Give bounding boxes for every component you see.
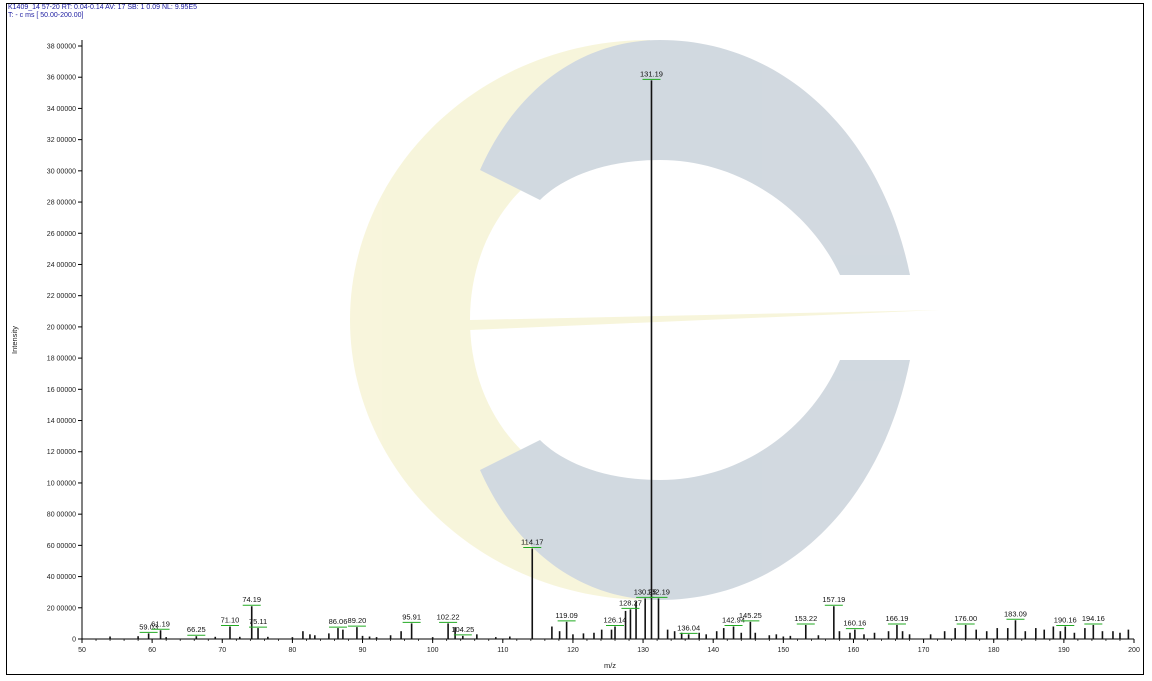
y-tick-label: 20 00000 [47,605,76,612]
y-tick-label: 80 00000 [47,512,76,519]
peak-label: 153.22 [794,614,817,623]
peak-label: 130.25 [634,587,657,596]
spectrum-peaks [109,80,1130,639]
peak-label: 132.19 [647,587,670,596]
y-tick-label: 36 00000 [47,75,76,82]
y-tick-label: 20 00000 [47,324,76,331]
peak-label: 136.04 [677,623,700,632]
x-tick-label: 150 [777,647,789,654]
x-tick-label: 180 [988,647,1000,654]
peak-label: 119.09 [555,611,577,620]
scan-header-line1: K1409_14 57-20 RT: 0.04-0.14 AV: 17 SB: … [8,4,198,11]
x-tick-label: 140 [707,647,719,654]
y-tick-label: 34 00000 [47,106,76,113]
y-tick-label: 22 00000 [47,293,76,300]
x-tick-label: 90 [359,647,367,654]
y-tick-label: 30 00000 [47,168,76,175]
y-tick-label: 12 00000 [47,449,76,456]
x-tick-label: 110 [497,647,508,654]
peak-label: 71.10 [221,616,240,625]
peak-label: 86.06 [329,617,348,626]
y-tick-label: 26 00000 [47,231,76,238]
y-tick-label: 0 [72,637,76,644]
peak-label: 194.16 [1082,614,1105,623]
x-tick-label: 160 [848,647,860,654]
y-tick-label: 16 00000 [47,387,76,394]
x-tick-label: 100 [427,647,439,654]
y-axis-title: Intensity [10,326,19,354]
peak-label: 66.25 [187,625,206,634]
x-tick-label: 170 [918,647,930,654]
peak-label: 75.11 [249,617,267,626]
x-tick-label: 70 [218,647,226,654]
peak-label: 102.22 [437,612,460,621]
peak-label: 61.19 [151,619,170,628]
x-tick-label: 120 [567,647,579,654]
y-tick-label: 38 00000 [47,44,76,51]
peak-label: 114.17 [521,537,543,546]
peak-label: 128.27 [619,598,642,607]
y-tick-label: 32 00000 [47,137,76,144]
peak-label: 126.14 [604,616,627,625]
y-tick-label: 10 00000 [47,480,76,487]
y-tick-label: 60 00000 [47,543,76,550]
y-axis-ticks: 0 20 00000 40 00000 60 00000 80 00000 10 0000… [47,44,82,644]
peak-label: 104.25 [451,625,474,634]
x-axis-ticks: 50 60 70 80 90 100 110 120 130 140 150 160 170 180 190… [78,639,1140,654]
peak-label: 142.94 [722,616,745,625]
watermark-logo [350,40,940,600]
peak-label: 74.19 [242,595,261,604]
y-tick-label: 40 00000 [47,574,76,581]
peak-label: 166.19 [885,614,908,623]
peak-label: 190.16 [1054,616,1077,625]
x-tick-label: 50 [78,647,86,654]
y-tick-label: 28 00000 [47,200,76,207]
peak-label: 145.25 [739,611,762,620]
y-tick-label: 24 00000 [47,262,76,269]
peak-label: 183.09 [1004,609,1027,618]
peak-label: 59.03 [139,622,158,631]
peak-label: 160.16 [843,619,866,628]
peak-label: 157.19 [822,595,845,604]
x-tick-label: 60 [148,647,156,654]
x-tick-label: 130 [637,647,649,654]
peak-label: 131.19 [640,69,663,78]
x-tick-label: 80 [289,647,297,654]
peak-label: 95.91 [402,612,421,621]
x-tick-label: 190 [1058,647,1070,654]
x-tick-label: 200 [1128,647,1140,654]
scan-header-line2: T: - c ms [ 50.00-200.00] [8,12,84,19]
peak-label: 89.20 [348,616,367,625]
y-tick-label: 14 00000 [47,418,76,425]
y-tick-label: 18 00000 [47,356,76,363]
peak-label: 176.00 [954,614,977,623]
x-axis-title: m/z [604,661,616,670]
